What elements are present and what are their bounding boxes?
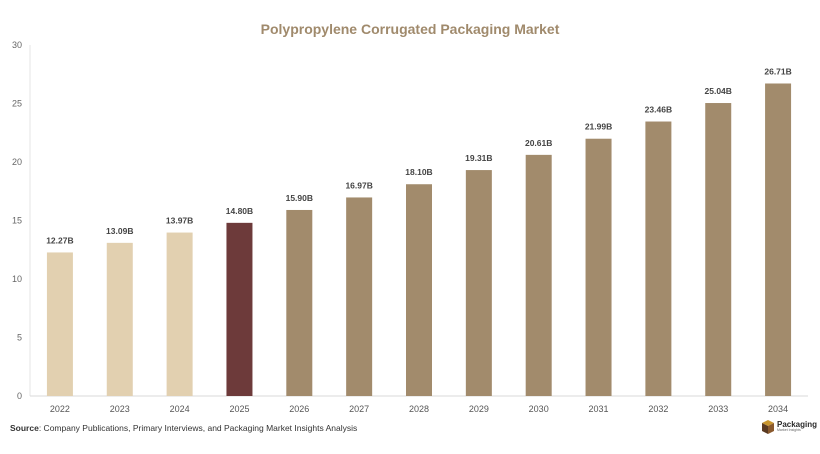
data-label-2030: 20.61B [525, 138, 552, 148]
bar-2022 [46, 252, 73, 396]
brand-logo: Packaging Market Insights [762, 420, 817, 434]
data-label-2023: 13.09B [106, 226, 133, 236]
bar-2030 [525, 154, 552, 396]
bar-2025 [226, 222, 253, 396]
data-label-2029: 19.31B [465, 153, 492, 163]
y-tick-label: 10 [12, 274, 22, 284]
x-tick-label: 2026 [289, 404, 309, 414]
x-tick-label: 2028 [409, 404, 429, 414]
x-tick-label: 2024 [170, 404, 190, 414]
bar-2024 [166, 232, 193, 396]
y-tick-label: 15 [12, 216, 22, 226]
bar-2031 [585, 138, 612, 397]
data-label-2025: 14.80B [226, 206, 253, 216]
x-tick-label: 2027 [349, 404, 369, 414]
data-label-2022: 12.27B [46, 235, 73, 245]
bar-2029 [465, 170, 492, 396]
data-label-2032: 23.46B [645, 105, 672, 115]
x-tick-label: 2032 [648, 404, 668, 414]
bar-2026 [286, 209, 313, 396]
y-tick-label: 30 [12, 40, 22, 50]
x-tick-label: 2034 [768, 404, 788, 414]
y-tick-label: 25 [12, 99, 22, 109]
bar-2023 [106, 242, 133, 396]
data-label-2033: 25.04B [705, 86, 732, 96]
data-label-2024: 13.97B [166, 216, 193, 226]
bar-2028 [406, 184, 432, 396]
bar-2033 [705, 103, 732, 397]
x-tick-label: 2029 [469, 404, 489, 414]
x-tick-label: 2031 [589, 404, 609, 414]
bar-2034 [765, 83, 792, 397]
x-tick-label: 2022 [50, 404, 70, 414]
data-label-2034: 26.71B [764, 66, 791, 76]
box-icon [762, 420, 774, 434]
x-tick-label: 2033 [708, 404, 728, 414]
x-tick-label: 2030 [529, 404, 549, 414]
y-tick-label: 0 [17, 391, 22, 401]
data-label-2026: 15.90B [286, 193, 313, 203]
data-label-2031: 21.99B [585, 122, 612, 132]
x-tick-label: 2025 [229, 404, 249, 414]
source-label: Source [10, 423, 39, 433]
y-tick-label: 20 [12, 157, 22, 167]
bar-2032 [645, 121, 672, 396]
y-tick-label: 5 [17, 333, 22, 343]
data-label-2027: 16.97B [345, 180, 372, 190]
y-axis: 0 5 10 15 20 25 30 [12, 40, 31, 401]
x-axis: 2022 2023 2024 2025 2026 2027 2028 2029 2030 2031… [50, 404, 788, 414]
bars: 12.27B 13.09B 13.97B 14.80B 15.90B 16.97B 18.1… [46, 66, 792, 397]
logo-name: Packaging [777, 420, 818, 430]
x-tick-label: 2023 [110, 404, 130, 414]
data-label-2028: 18.10B [405, 167, 432, 177]
bar-2027 [346, 197, 373, 396]
chart-title: Polypropylene Corrugated Packaging Marke… [261, 21, 560, 37]
source-text: : Company Publications, Primary Intervie… [38, 423, 358, 433]
source-note: Source: Company Publications, Primary In… [10, 423, 357, 433]
logo-tagline: Market Insights [777, 428, 801, 433]
